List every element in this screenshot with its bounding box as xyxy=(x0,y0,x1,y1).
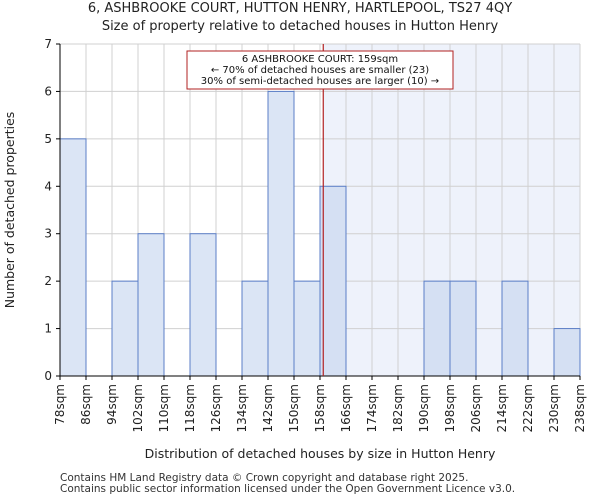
x-tick-label-17: 214sqm xyxy=(495,384,509,432)
y-tick-label-5: 5 xyxy=(44,132,52,146)
x-tick-label-14: 190sqm xyxy=(417,384,431,432)
x-tick-label-18: 222sqm xyxy=(521,384,535,432)
x-tick-label-4: 110sqm xyxy=(157,384,171,432)
x-tick-label-8: 142sqm xyxy=(261,384,275,432)
annotation-line-3: 30% of semi-detached houses are larger (… xyxy=(201,76,439,87)
y-tick-label-2: 2 xyxy=(44,274,52,288)
bar-19 xyxy=(553,328,581,377)
bar-9 xyxy=(293,280,321,377)
x-tick-label-19: 230sqm xyxy=(547,384,561,432)
chart-subtitle: Size of property relative to detached ho… xyxy=(101,19,499,34)
footer-licence: Contains public sector information licen… xyxy=(60,483,516,495)
x-tick-label-3: 102sqm xyxy=(131,384,145,432)
bar-2 xyxy=(111,280,139,377)
y-tick-label-4: 4 xyxy=(44,179,52,193)
y-tick-label-1: 1 xyxy=(44,322,52,336)
x-tick-label-1: 86sqm xyxy=(79,384,93,425)
x-tick-label-15: 198sqm xyxy=(443,384,457,432)
bar-15 xyxy=(449,280,477,377)
bar-17 xyxy=(501,280,529,377)
x-tick-label-10: 158sqm xyxy=(313,384,327,432)
x-tick-label-16: 206sqm xyxy=(469,384,483,432)
x-tick-label-12: 174sqm xyxy=(365,384,379,432)
bar-7 xyxy=(241,280,269,377)
annotation-line-1: 6 ASHBROOKE COURT: 159sqm xyxy=(242,54,398,65)
x-tick-label-13: 182sqm xyxy=(391,384,405,432)
bar-14 xyxy=(423,280,451,377)
x-tick-label-0: 78sqm xyxy=(53,384,67,425)
bar-10 xyxy=(319,185,347,377)
bar-0 xyxy=(59,138,87,377)
x-tick-label-6: 126sqm xyxy=(209,384,223,432)
bar-3 xyxy=(137,233,165,377)
x-tick-label-7: 134sqm xyxy=(235,384,249,432)
y-axis-title: Number of detached properties xyxy=(2,112,17,309)
y-tick-label-0: 0 xyxy=(44,369,52,383)
x-tick-label-11: 166sqm xyxy=(339,384,353,432)
x-tick-label-20: 238sqm xyxy=(573,384,587,432)
x-tick-label-2: 94sqm xyxy=(105,384,119,425)
annotation-box xyxy=(186,50,454,90)
bar-5 xyxy=(189,233,217,377)
chart-title: 6, ASHBROOKE COURT, HUTTON HENRY, HARTLE… xyxy=(87,1,513,16)
annotation-line-2: ← 70% of detached houses are smaller (23… xyxy=(211,65,429,76)
x-tick-label-5: 118sqm xyxy=(183,384,197,432)
y-tick-label-7: 7 xyxy=(44,37,52,51)
footer-copyright: Contains HM Land Registry data © Crown c… xyxy=(60,472,469,484)
y-tick-label-6: 6 xyxy=(44,84,52,98)
y-tick-label-3: 3 xyxy=(44,227,52,241)
x-axis-title: Distribution of detached houses by size … xyxy=(145,446,496,461)
bar-8 xyxy=(267,90,295,377)
x-tick-label-9: 150sqm xyxy=(287,384,301,432)
